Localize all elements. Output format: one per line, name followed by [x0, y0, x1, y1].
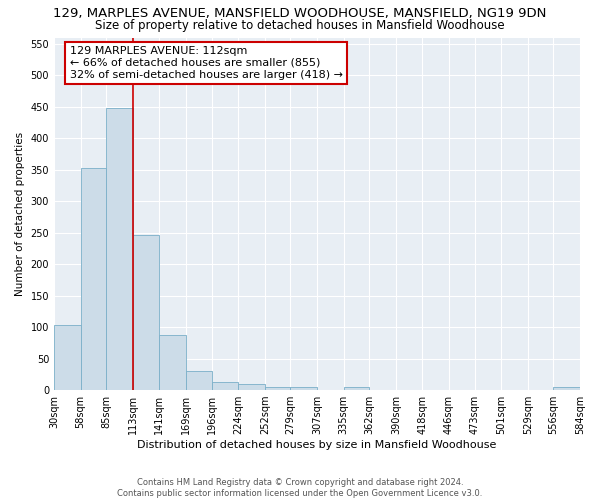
- Text: 129 MARPLES AVENUE: 112sqm
← 66% of detached houses are smaller (855)
32% of sem: 129 MARPLES AVENUE: 112sqm ← 66% of deta…: [70, 46, 343, 80]
- Bar: [160, 334, 186, 390]
- Bar: [80, 168, 106, 390]
- Bar: [344, 387, 369, 390]
- Text: 129, MARPLES AVENUE, MANSFIELD WOODHOUSE, MANSFIELD, NG19 9DN: 129, MARPLES AVENUE, MANSFIELD WOODHOUSE…: [53, 8, 547, 20]
- Bar: [186, 371, 212, 390]
- Bar: [54, 325, 80, 390]
- Text: Size of property relative to detached houses in Mansfield Woodhouse: Size of property relative to detached ho…: [95, 18, 505, 32]
- Y-axis label: Number of detached properties: Number of detached properties: [15, 132, 25, 296]
- Bar: [238, 384, 265, 390]
- Bar: [133, 235, 160, 390]
- Bar: [290, 387, 317, 390]
- Bar: [106, 108, 133, 390]
- Bar: [553, 387, 580, 390]
- Text: Contains HM Land Registry data © Crown copyright and database right 2024.
Contai: Contains HM Land Registry data © Crown c…: [118, 478, 482, 498]
- Bar: [212, 382, 238, 390]
- Bar: [265, 387, 290, 390]
- X-axis label: Distribution of detached houses by size in Mansfield Woodhouse: Distribution of detached houses by size …: [137, 440, 497, 450]
